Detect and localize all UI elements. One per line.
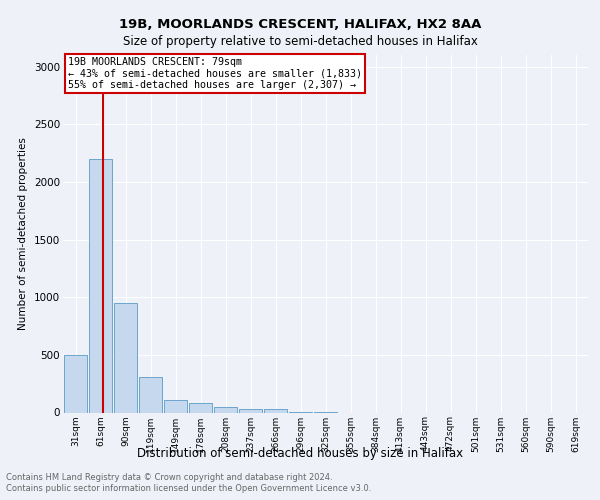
Bar: [139, 377, 162, 412]
Y-axis label: Number of semi-detached properties: Number of semi-detached properties: [19, 138, 28, 330]
Text: 19B, MOORLANDS CRESCENT, HALIFAX, HX2 8AA: 19B, MOORLANDS CRESCENT, HALIFAX, HX2 8A…: [119, 18, 481, 30]
Bar: [189, 402, 212, 412]
Text: 19B MOORLANDS CRESCENT: 79sqm
← 43% of semi-detached houses are smaller (1,833)
: 19B MOORLANDS CRESCENT: 79sqm ← 43% of s…: [68, 57, 362, 90]
Bar: [64, 355, 87, 412]
Text: Distribution of semi-detached houses by size in Halifax: Distribution of semi-detached houses by …: [137, 448, 463, 460]
Text: Contains HM Land Registry data © Crown copyright and database right 2024.: Contains HM Land Registry data © Crown c…: [6, 472, 332, 482]
Text: Contains public sector information licensed under the Open Government Licence v3: Contains public sector information licen…: [6, 484, 371, 493]
Bar: [89, 159, 112, 412]
Bar: [239, 409, 262, 412]
Bar: [114, 303, 137, 412]
Bar: [264, 409, 287, 412]
Text: Size of property relative to semi-detached houses in Halifax: Size of property relative to semi-detach…: [122, 35, 478, 48]
Bar: [164, 400, 187, 412]
Bar: [214, 406, 237, 412]
